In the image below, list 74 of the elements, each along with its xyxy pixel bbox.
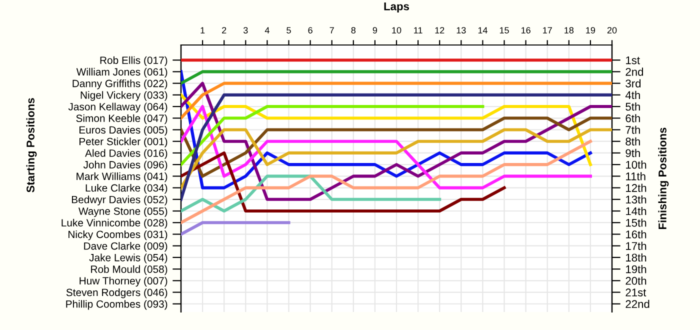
x-tick-label: 17 <box>543 27 552 34</box>
x-tick-label: 14 <box>478 27 488 34</box>
x-tick-label: 3 <box>243 27 248 34</box>
category-label: Wayne Stone (055) <box>78 207 168 217</box>
x-axis-title: Laps <box>384 2 410 12</box>
y2-tick-label: 22nd <box>626 300 650 308</box>
line-series <box>181 104 484 166</box>
category-label: Jake Lewis (054) <box>89 254 168 264</box>
category-label: Bedwyr Davies (052) <box>72 196 168 206</box>
line-series <box>181 140 592 224</box>
x-tick-label: 11 <box>414 27 422 34</box>
x-tick-label: 16 <box>521 27 530 34</box>
category-label: Aled Davies (016) <box>85 149 168 159</box>
x-tick-label: 7 <box>330 27 334 34</box>
x-tick-label: 4 <box>264 27 270 34</box>
category-label: Euros Davies (005) <box>80 126 168 136</box>
x-tick-label: 12 <box>435 27 444 34</box>
category-label: Phillip Coombes (093) <box>66 300 168 310</box>
category-label: Steven Rodgers (046) <box>66 288 168 298</box>
x-tick-label: 10 <box>392 27 402 34</box>
y2-tick-label: 6th <box>626 114 640 122</box>
y2-tick-label: 10th <box>626 160 646 169</box>
x-tick-label: 20 <box>607 27 617 34</box>
y2-tick-label: 7th <box>626 126 640 134</box>
y2-tick-label: 15th <box>626 218 646 227</box>
category-label: William Jones (061) <box>76 68 168 78</box>
category-label: Rob Ellis (017) <box>100 56 168 66</box>
category-label: Mark Williams (041) <box>76 172 168 182</box>
category-label: Nicky Coombes (031) <box>68 230 168 240</box>
category-label: John Davies (096) <box>83 160 168 170</box>
x-tick-label: 9 <box>372 27 378 34</box>
y2-tick-label: 19th <box>626 265 646 274</box>
y2-tick-label: 11th <box>626 172 646 180</box>
y2-tick-label: 13th <box>626 195 646 204</box>
y2-tick-label: 9th <box>626 148 640 158</box>
category-label: Dave Clarke (009) <box>84 242 168 252</box>
x-tick-label: 5 <box>286 27 291 34</box>
y2-tick-label: 12th <box>626 184 646 192</box>
x-tick-label: 8 <box>351 27 356 34</box>
category-label: Jason Kellaway (064) <box>68 102 168 112</box>
y2-tick-label: 3rd <box>626 79 641 88</box>
x-tick-label: 6 <box>308 27 312 34</box>
x-tick-label: 1 <box>200 27 205 34</box>
y2-tick-label: 5th <box>626 102 640 111</box>
category-label: Nigel Vickery (033) <box>80 91 168 101</box>
y2-tick-label: 1st <box>626 56 640 64</box>
category-label: Luke Vinnicombe (028) <box>62 218 168 229</box>
text: Starting Positions <box>26 98 37 192</box>
line-series <box>181 116 612 178</box>
x-tick-label: 18 <box>564 27 574 34</box>
category-label: Simon Keeble (047) <box>76 114 168 124</box>
x-tick-label: 2 <box>222 27 226 34</box>
x-tick-label: 19 <box>586 27 596 34</box>
line-series <box>181 104 592 190</box>
y2-tick-label: 17th <box>626 242 646 250</box>
y2-tick-label: 2nd <box>626 68 644 76</box>
y2-tick-label: 20th <box>626 276 646 285</box>
line-series <box>181 151 506 213</box>
y2-tick-label: 14th <box>626 206 646 216</box>
y2-tick-label: 16th <box>626 230 646 238</box>
category-label: Danny Griffiths (022) <box>72 80 168 90</box>
x-tick-label: 13 <box>456 27 466 34</box>
category-label: Huw Thorney (007) <box>80 276 168 287</box>
y2-tick-label: 8th <box>626 137 640 146</box>
line-series <box>181 93 592 166</box>
y2-tick-label: 4th <box>625 90 640 100</box>
category-label: Rob Mould (058) <box>91 265 168 275</box>
category-label: Luke Clarke (034) <box>86 184 168 194</box>
line-series <box>181 128 612 190</box>
y2-axis-title: Finishing Positions <box>658 128 669 229</box>
category-label: Peter Stickler (001) <box>80 138 168 148</box>
y2-tick-label: 21st <box>626 288 646 296</box>
y2-tick-label: 18th <box>626 253 646 262</box>
x-tick-label: 15 <box>500 27 509 34</box>
